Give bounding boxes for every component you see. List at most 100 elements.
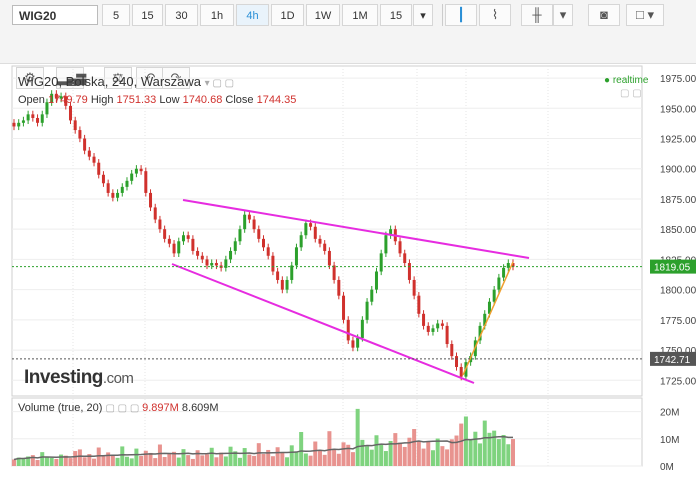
volume-bar xyxy=(280,452,285,466)
volume-bar xyxy=(379,443,384,466)
volume-bar xyxy=(374,435,379,466)
interval-button-4h[interactable]: 4h xyxy=(236,4,269,26)
y-tick-label: 1925.00 xyxy=(660,135,696,146)
candle-body xyxy=(31,114,35,118)
interval-button-15[interactable]: 15 xyxy=(132,4,163,26)
chart-title: WIG20, Polska, 240, Warszawa xyxy=(18,74,202,89)
wedge-lower-trendline xyxy=(171,263,475,384)
candle-body xyxy=(271,255,275,272)
candle-body xyxy=(379,253,383,272)
volume-bar xyxy=(426,441,431,466)
candle-body xyxy=(299,235,303,248)
volume-value-1: 9.897M xyxy=(142,402,179,414)
volume-bar xyxy=(110,454,115,466)
bars-icon[interactable]: ╫ xyxy=(521,4,553,26)
candle-body xyxy=(252,219,256,230)
candle-body xyxy=(200,255,204,260)
volume-bar xyxy=(124,456,129,466)
candle-body xyxy=(483,313,487,326)
volume-bar xyxy=(143,450,148,466)
volume-bar xyxy=(332,448,337,466)
y-tick-label: 1800.00 xyxy=(660,286,696,297)
candle-body xyxy=(492,289,496,302)
volume-bar xyxy=(341,442,346,466)
candle-body xyxy=(323,243,327,251)
price-label-text: 1819.05 xyxy=(654,263,691,274)
volume-value-2: 8.609M xyxy=(181,402,219,414)
volume-bar xyxy=(492,430,497,466)
volume-bar xyxy=(21,458,26,466)
volume-bar xyxy=(256,443,261,466)
title-dropdown-icon[interactable]: ▾ ▢ ▢ xyxy=(204,78,235,89)
camera-icon[interactable]: ◙ xyxy=(588,4,620,26)
volume-bar xyxy=(190,458,195,466)
candle-body xyxy=(309,223,313,227)
close-label: Close xyxy=(225,94,254,106)
symbol-input[interactable]: WIG20 xyxy=(12,5,98,25)
candle-body xyxy=(78,130,82,139)
candle-body xyxy=(73,120,77,131)
volume-bar xyxy=(115,457,120,466)
volume-controls-icon[interactable]: ▢ ▢ ▢ xyxy=(105,403,143,414)
ohlc-legend: Open 1749.79 High 1751.33 Low 1740.68 Cl… xyxy=(18,94,296,106)
interval-button-1D[interactable]: 1D xyxy=(271,4,304,26)
candle-body xyxy=(313,226,317,239)
candle-body xyxy=(389,229,393,236)
candle-body xyxy=(196,250,200,256)
volume-bar xyxy=(398,442,403,466)
breakout-trendline xyxy=(462,261,514,376)
interval-button-15-dropdown[interactable]: 15 xyxy=(380,4,412,26)
volume-bar xyxy=(327,431,332,466)
candle-body xyxy=(318,238,322,244)
volume-bar xyxy=(233,451,238,466)
candle-body xyxy=(290,265,294,280)
top-toolbar: WIG20 5 15 30 1h 4h 1D 1W 1M 15 ▾ ┃ ⌇ ╫ ▾ ◙ □ ▾ xyxy=(0,0,696,32)
volume-bar xyxy=(303,453,308,466)
volume-bar xyxy=(355,408,360,466)
volume-bar xyxy=(416,440,421,466)
interval-button-5[interactable]: 5 xyxy=(102,4,130,26)
volume-bar xyxy=(157,444,162,466)
volume-bar xyxy=(167,453,172,466)
candle-body xyxy=(365,301,369,320)
interval-button-1h[interactable]: 1h xyxy=(200,4,234,26)
candle-body xyxy=(431,328,435,332)
volume-bar xyxy=(473,431,478,466)
candle-body xyxy=(97,162,101,175)
interval-button-1M[interactable]: 1M xyxy=(342,4,378,26)
volume-bar xyxy=(402,446,407,466)
color-box-icon[interactable]: □ ▾ xyxy=(626,4,664,26)
volume-bar xyxy=(26,456,31,466)
candle-body xyxy=(398,241,402,254)
candle-body xyxy=(294,247,298,266)
candle-body xyxy=(285,279,289,290)
interval-button-30[interactable]: 30 xyxy=(165,4,198,26)
candles-icon[interactable]: ┃ xyxy=(445,4,477,26)
candle-body xyxy=(21,120,25,123)
y-tick-label: 1900.00 xyxy=(660,165,696,176)
price-label-box xyxy=(650,351,696,366)
candle-body xyxy=(384,235,388,254)
y-tick-label: 1850.00 xyxy=(660,225,696,236)
pane-controls-icon[interactable]: ▢ ▢ xyxy=(620,88,642,99)
y-tick-label: 1725.00 xyxy=(660,376,696,387)
volume-bar xyxy=(449,439,454,466)
line-chart-icon[interactable]: ⌇ xyxy=(479,4,511,26)
volume-bar xyxy=(30,455,35,466)
interval-dropdown-icon[interactable]: ▾ xyxy=(413,4,433,26)
candle-body xyxy=(59,96,63,99)
price-label-box xyxy=(650,259,696,274)
chart-type-dropdown-icon[interactable]: ▾ xyxy=(553,4,573,26)
candle-body xyxy=(337,279,341,296)
volume-bar xyxy=(200,455,205,466)
candle-body xyxy=(229,250,233,260)
candle-body xyxy=(167,238,171,244)
candle-body xyxy=(134,168,138,174)
volume-bar xyxy=(463,416,468,466)
volume-bar xyxy=(388,440,393,466)
interval-button-1W[interactable]: 1W xyxy=(306,4,340,26)
candle-body xyxy=(26,114,30,121)
volume-bar xyxy=(68,458,73,466)
volume-bar xyxy=(162,457,167,466)
